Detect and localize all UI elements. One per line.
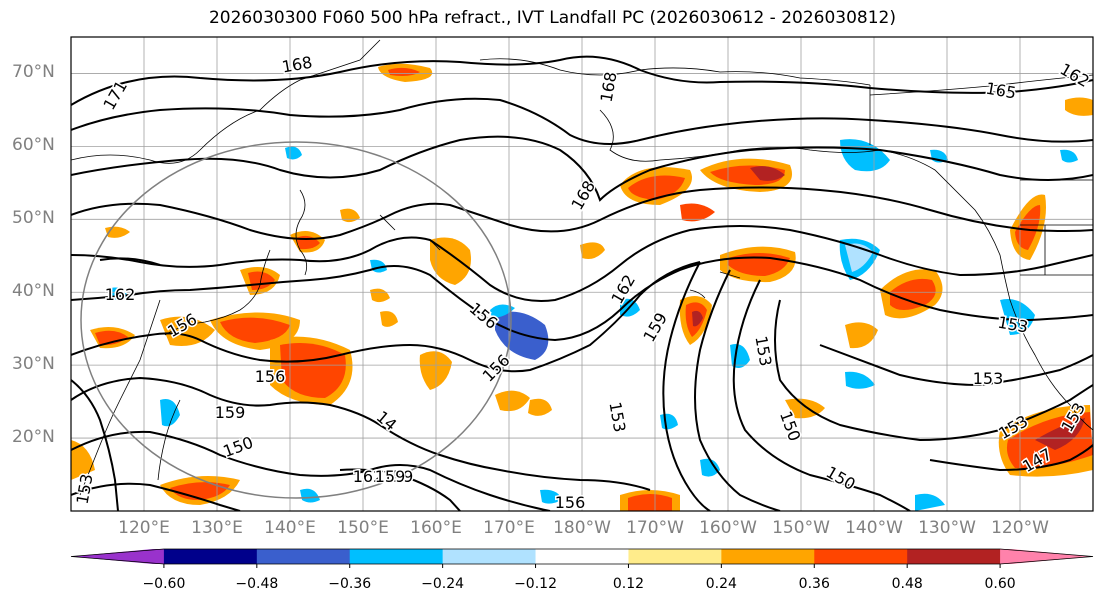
lat-tick-label: 20°N [12,427,55,448]
lon-tick-label: 170°W [626,518,684,538]
contour-label: 153 [973,369,1004,388]
lat-tick-label: 40°N [12,281,55,302]
lon-tick-label: 170°E [483,518,535,538]
lon-tick-label: 120°E [118,518,170,538]
lat-tick-label: 60°N [12,135,55,156]
lon-tick-label: 160°W [699,518,757,538]
contour-label: 159 [383,467,414,486]
colorbar-tick-label: 0.48 [891,576,923,592]
colorbar-swatch [349,549,444,564]
contour-label: 156 [555,493,586,512]
lon-tick-label: 180°W [553,518,611,538]
colorbar-swatch [535,549,629,564]
lon-tick-label: 160°E [410,518,462,538]
colorbar-swatch [442,549,537,564]
lon-tick-label: 140°W [845,518,903,538]
height-contours [71,55,1093,511]
graticule [71,37,1093,511]
contour-label: 159 [375,467,406,486]
radius-circle [80,141,512,499]
map-title: 2026030300 F060 500 hPa refract., IVT La… [208,8,896,28]
lon-tick-label: 130°W [918,518,976,538]
contour-label: 156 [255,367,286,386]
lon-tick-label: 150°E [337,518,389,538]
colorbar-swatch [814,549,908,564]
colorbar-tick-label: −0.36 [328,576,372,592]
lat-tick-label: 70°N [12,62,55,83]
lon-tick-label: 130°E [191,518,243,538]
colorbar-tick-label: −0.60 [142,576,186,592]
lat-tick-label: 50°N [12,208,55,229]
contour-label: 162 [105,285,136,304]
colorbar-swatch [907,549,1001,564]
contour-label: 159 [215,403,246,422]
colorbar-tick-label: 0.60 [984,576,1016,592]
lon-tick-label: 120°W [991,518,1049,538]
map-frame [70,36,1094,512]
colorbar-swatch [163,549,258,564]
lon-tick-label: 140°E [264,518,316,538]
colorbar-tick-label: −0.12 [514,576,557,592]
lon-tick-label: 150°W [772,518,830,538]
colorbar-tick-label: 0.24 [705,576,737,592]
colorbar-tick-label: −0.24 [421,576,465,592]
colorbar [70,548,1094,568]
colorbar-tick-label: 0.36 [798,576,830,592]
colorbar-swatch [628,549,722,564]
colorbar-tick-label: −0.48 [235,576,279,592]
colorbar-swatch [256,549,351,564]
colorbar-swatch [721,549,815,564]
contour-label: 162 [353,467,384,486]
colorbar-tick-label: 0.12 [612,576,645,592]
lat-tick-label: 30°N [12,354,55,375]
